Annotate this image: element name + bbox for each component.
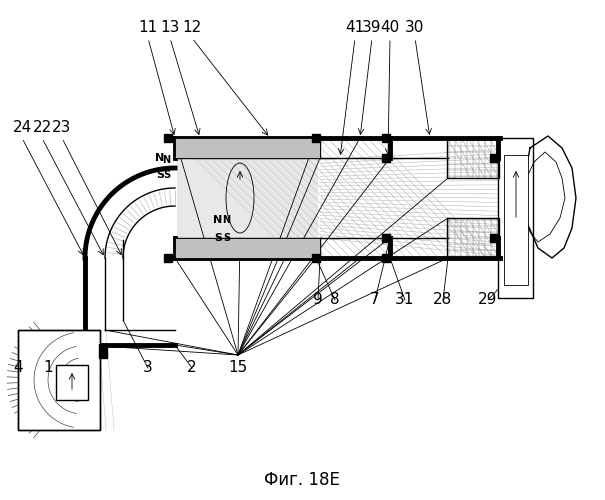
Bar (18, 330, 100, 430)
Text: 39: 39 (362, 20, 382, 36)
Bar (177, 140, 318, 256)
Text: 29: 29 (479, 292, 498, 308)
Text: S: S (156, 170, 164, 180)
Text: N: N (213, 215, 222, 225)
Text: S: S (223, 233, 230, 243)
Text: 11: 11 (139, 20, 158, 36)
Bar (382, 134, 390, 142)
Bar (99, 344, 107, 358)
Text: 31: 31 (395, 292, 414, 308)
Text: 3: 3 (143, 360, 153, 376)
Text: Фиг. 18Е: Фиг. 18Е (264, 471, 340, 489)
Text: 30: 30 (405, 20, 425, 36)
Bar (490, 234, 498, 242)
Bar (382, 234, 390, 242)
Text: 28: 28 (433, 292, 453, 308)
Text: 4: 4 (13, 360, 23, 376)
Bar (490, 154, 498, 162)
Text: S: S (214, 233, 222, 243)
Bar (447, 138, 499, 178)
Text: N: N (222, 215, 230, 225)
Text: 13: 13 (160, 20, 180, 36)
Bar (164, 254, 172, 262)
Text: 23: 23 (52, 120, 71, 136)
Text: 15: 15 (228, 360, 247, 376)
Text: S: S (163, 170, 170, 180)
Text: 24: 24 (12, 120, 31, 136)
Bar (312, 254, 320, 262)
Bar (175, 138, 320, 158)
Bar (312, 134, 320, 142)
Bar (175, 238, 320, 258)
Text: 12: 12 (182, 20, 201, 36)
Bar (18, 330, 100, 430)
Text: 40: 40 (381, 20, 400, 36)
Text: N: N (155, 153, 164, 163)
Bar (56, 365, 88, 400)
Text: 2: 2 (187, 360, 197, 376)
Text: 7: 7 (370, 292, 380, 308)
Text: 41: 41 (345, 20, 365, 36)
Bar (504, 155, 528, 285)
Bar (164, 134, 172, 142)
Bar (382, 154, 390, 162)
Text: 8: 8 (330, 292, 340, 308)
Text: 22: 22 (33, 120, 51, 136)
Bar (498, 138, 533, 298)
Text: 9: 9 (313, 292, 323, 308)
Bar (447, 218, 499, 258)
Bar (382, 254, 390, 262)
Text: 1: 1 (43, 360, 53, 376)
Text: N: N (162, 155, 170, 165)
